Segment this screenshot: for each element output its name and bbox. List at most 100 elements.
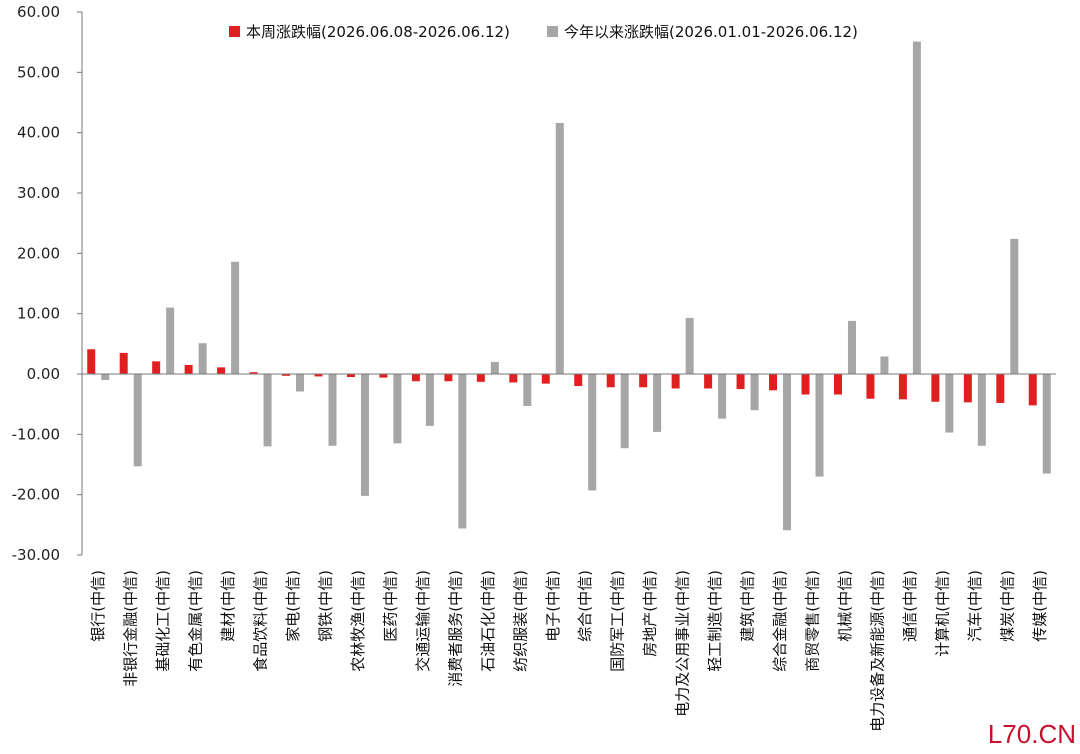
category-label: 机械(中信)	[836, 570, 854, 642]
bar-weekly	[574, 374, 583, 387]
bar-ytd	[555, 123, 564, 374]
legend-swatch-ytd	[547, 26, 558, 37]
bar-weekly	[444, 374, 453, 382]
category-label: 建筑(中信)	[739, 570, 757, 642]
legend-swatch-weekly	[229, 26, 240, 37]
bar-ytd	[718, 374, 727, 419]
bar-weekly	[931, 374, 940, 402]
category-label: 汽车(中信)	[966, 570, 984, 642]
category-label: 通信(中信)	[901, 570, 919, 642]
bar-ytd	[620, 374, 629, 449]
bar-weekly	[1028, 374, 1037, 406]
category-label: 电力设备及新能源(中信)	[868, 570, 886, 732]
category-label: 银行(中信)	[89, 570, 107, 642]
category-label: 非银行金融(中信)	[122, 570, 140, 687]
bar-weekly	[769, 374, 778, 391]
bar-weekly	[379, 374, 388, 378]
bar-weekly	[996, 374, 1005, 403]
bar-weekly	[119, 352, 128, 374]
category-label: 有色金属(中信)	[187, 570, 205, 672]
bar-ytd	[783, 374, 792, 531]
bar-weekly	[606, 374, 615, 388]
bar-ytd	[1042, 374, 1051, 474]
bar-weekly	[476, 374, 485, 382]
bar-weekly	[963, 374, 972, 403]
bars	[87, 41, 1051, 531]
category-label: 纺织服装(中信)	[511, 570, 529, 672]
bar-weekly	[671, 374, 680, 389]
category-label: 综合金融(中信)	[771, 570, 789, 672]
category-label: 消费者服务(中信)	[446, 570, 464, 687]
y-axis: 60.00 50.00 40.00 30.00 20.00 10.00 0.00 -10.00…	[12, 3, 83, 564]
y-tick-label: 30.00	[17, 184, 60, 202]
bar-ytd	[198, 343, 207, 374]
category-label: 传媒(中信)	[1031, 570, 1049, 642]
bar-ytd	[166, 307, 175, 374]
bar-ytd	[588, 374, 597, 491]
category-label: 交通运输(中信)	[414, 570, 432, 672]
y-tick-label: 20.00	[17, 244, 60, 262]
category-label: 煤炭(中信)	[998, 570, 1016, 642]
bar-weekly	[736, 374, 745, 390]
bar-ytd	[393, 374, 402, 444]
bar-weekly	[801, 374, 810, 395]
bar-ytd	[912, 41, 921, 375]
legend-label-ytd: 今年以来涨跌幅(2026.01.01-2026.06.12)	[564, 23, 858, 41]
bar-weekly	[898, 374, 907, 400]
bar-weekly	[217, 367, 226, 374]
category-labels: 银行(中信) 非银行金融(中信) 基础化工(中信) 有色金属(中信) 建材(中信) 食品饮…	[89, 570, 1049, 732]
bar-ytd	[847, 320, 856, 374]
bar-weekly	[249, 372, 258, 374]
bar-ytd	[101, 374, 110, 381]
bar-ytd	[231, 261, 240, 374]
bar-weekly	[346, 374, 355, 378]
bar-weekly	[541, 374, 550, 384]
category-label: 石油石化(中信)	[479, 570, 497, 672]
y-tick-label: 40.00	[17, 124, 60, 142]
bar-ytd	[328, 374, 337, 446]
category-label: 国防军工(中信)	[609, 570, 627, 672]
category-label: 食品饮料(中信)	[252, 570, 270, 672]
bar-weekly	[184, 364, 193, 374]
bar-ytd	[296, 374, 305, 392]
category-label: 建材(中信)	[219, 570, 237, 642]
category-label: 家电(中信)	[284, 570, 302, 642]
bar-ytd	[360, 374, 369, 496]
bar-weekly	[833, 374, 842, 395]
bar-ytd	[685, 317, 694, 374]
category-label: 计算机(中信)	[933, 570, 951, 657]
category-label: 轻工制造(中信)	[706, 570, 724, 672]
bar-ytd	[490, 361, 499, 374]
bar-ytd	[263, 374, 272, 447]
watermark: L70.CN	[988, 719, 1076, 749]
bar-ytd	[977, 374, 986, 446]
y-tick-label: 0.00	[27, 365, 60, 383]
category-label: 房地产(中信)	[641, 570, 659, 657]
legend: 本周涨跌幅(2026.06.08-2026.06.12) 今年以来涨跌幅(202…	[229, 23, 858, 41]
y-tick-label: -10.00	[12, 425, 60, 443]
category-label: 商贸零售(中信)	[804, 570, 822, 672]
bar-ytd	[523, 374, 532, 406]
category-label: 医药(中信)	[381, 570, 399, 642]
category-label: 钢铁(中信)	[317, 570, 335, 642]
category-label: 综合(中信)	[576, 570, 594, 642]
category-label: 基础化工(中信)	[154, 570, 172, 672]
bar-weekly	[314, 374, 323, 377]
bar-ytd	[653, 374, 662, 432]
legend-label-weekly: 本周涨跌幅(2026.06.08-2026.06.12)	[246, 23, 510, 41]
y-tick-label: -30.00	[12, 546, 60, 564]
bar-weekly	[282, 374, 291, 376]
bar-weekly	[639, 374, 648, 388]
bar-weekly	[509, 374, 518, 383]
bar-ytd	[458, 374, 467, 529]
y-tick-label: -20.00	[12, 486, 60, 504]
category-label: 农林牧渔(中信)	[349, 570, 367, 672]
bar-weekly	[704, 374, 713, 389]
bar-weekly	[87, 349, 96, 374]
bar-weekly	[866, 374, 875, 399]
category-label: 电力及公用事业(中信)	[674, 570, 692, 717]
bar-ytd	[133, 374, 142, 467]
bar-ytd	[880, 356, 889, 374]
y-tick-label: 50.00	[17, 63, 60, 81]
